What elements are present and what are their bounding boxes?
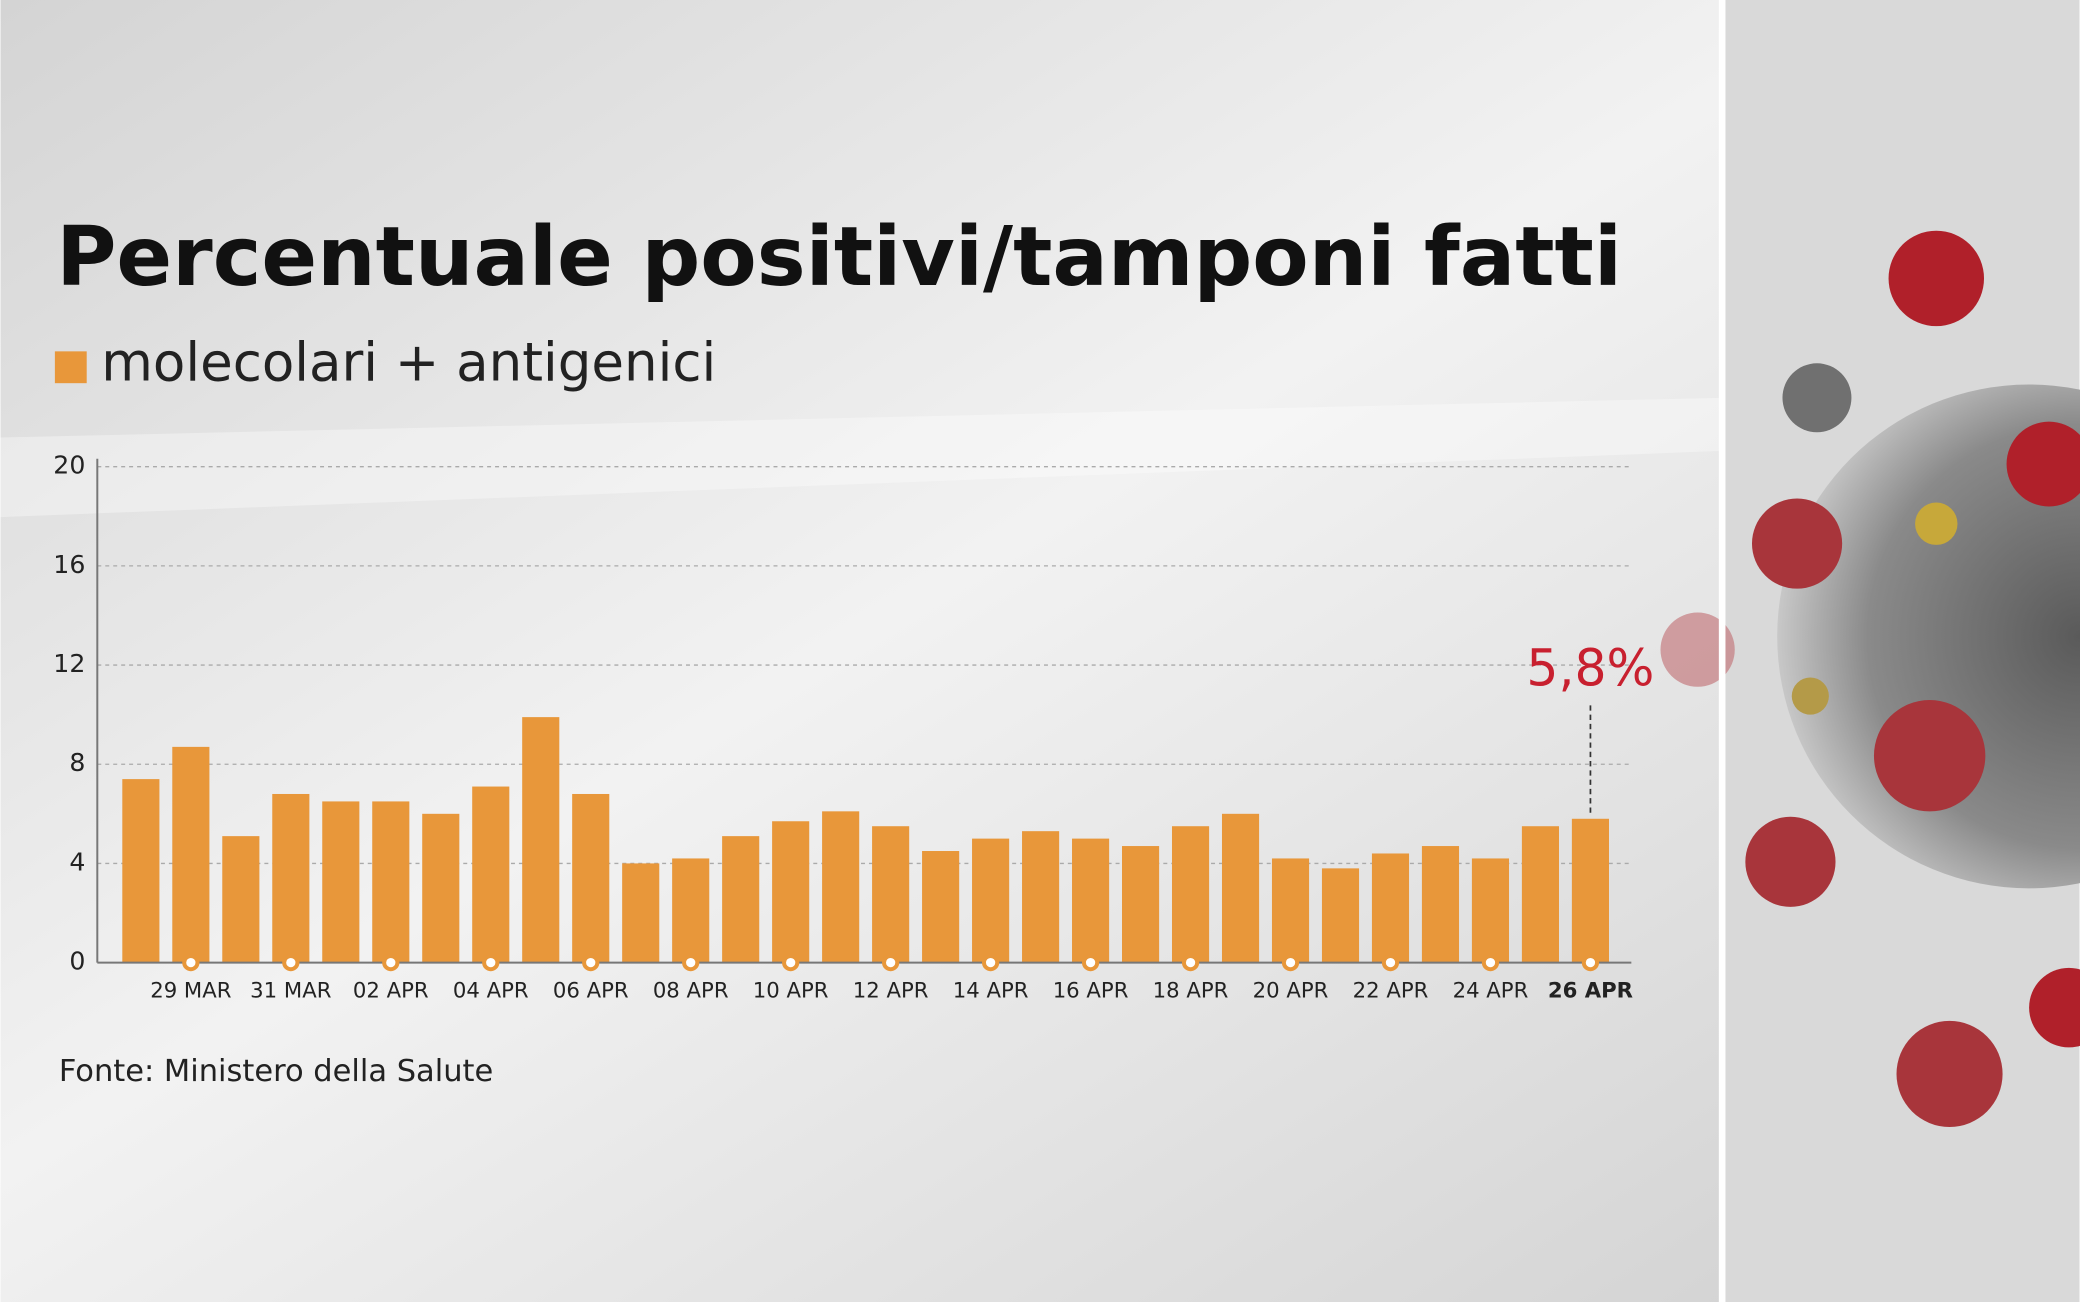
x-tick-label: 10 APR bbox=[753, 979, 829, 1004]
bar bbox=[172, 746, 210, 963]
tick-dot bbox=[882, 953, 900, 972]
tick-dot bbox=[1181, 953, 1200, 972]
tick-dot bbox=[782, 953, 800, 972]
x-tick-label: 20 APR bbox=[1253, 979, 1329, 1004]
bar bbox=[1471, 858, 1510, 963]
bar bbox=[1221, 813, 1260, 963]
bar bbox=[272, 793, 310, 963]
y-tick-label: 8 bbox=[69, 748, 85, 777]
tick-dot bbox=[682, 953, 700, 972]
tick-dot bbox=[1481, 953, 1500, 972]
bar bbox=[372, 801, 410, 963]
bar bbox=[1421, 846, 1460, 963]
bar bbox=[1072, 838, 1110, 963]
bar bbox=[1271, 858, 1310, 963]
bar bbox=[1371, 853, 1410, 963]
bar bbox=[872, 826, 910, 963]
bar bbox=[472, 786, 510, 963]
virus-illustration bbox=[1660, 0, 2080, 1302]
bar bbox=[1521, 826, 1560, 963]
bar bbox=[972, 838, 1010, 963]
x-tick-label: 26 APR bbox=[1548, 979, 1633, 1004]
bar bbox=[772, 821, 810, 963]
source: Fonte: Ministero della Salute bbox=[59, 1054, 493, 1089]
x-tick-label: 08 APR bbox=[653, 979, 729, 1004]
bar bbox=[722, 836, 760, 963]
x-tick-label: 16 APR bbox=[1053, 979, 1129, 1004]
x-tick-label: 02 APR bbox=[353, 979, 429, 1004]
tick-dot bbox=[1081, 953, 1100, 972]
chart-title: Percentuale positivi/tamponi fatti bbox=[56, 210, 1622, 305]
bar bbox=[422, 813, 460, 963]
x-tick-label: 06 APR bbox=[553, 979, 629, 1004]
value-label: 5,8% bbox=[1526, 639, 1654, 698]
tick-dot bbox=[482, 953, 500, 972]
bar bbox=[1321, 868, 1360, 963]
bar bbox=[572, 793, 610, 963]
tick-dot bbox=[382, 953, 400, 972]
tick-dot bbox=[182, 953, 200, 972]
tick-dot bbox=[1381, 953, 1400, 972]
divider bbox=[1718, 0, 1726, 1302]
y-tick-label: 0 bbox=[69, 947, 85, 976]
x-tick-label: 12 APR bbox=[853, 979, 929, 1004]
bar bbox=[1022, 831, 1060, 963]
bar bbox=[672, 858, 710, 963]
x-tick-label: 24 APR bbox=[1453, 979, 1529, 1004]
x-tick-label: 31 MAR bbox=[250, 979, 332, 1004]
x-tick-label: 18 APR bbox=[1153, 979, 1229, 1004]
x-tick-label: 14 APR bbox=[953, 979, 1029, 1004]
bar bbox=[1122, 846, 1160, 963]
legend-label: molecolari + antigenici bbox=[101, 332, 716, 394]
y-tick-label: 12 bbox=[53, 649, 85, 678]
y-tick-label: 20 bbox=[53, 451, 85, 480]
x-tick-label: 22 APR bbox=[1353, 979, 1429, 1004]
tick-dot bbox=[582, 953, 600, 972]
tick-dot bbox=[1581, 953, 1600, 972]
x-tick-label: 29 MAR bbox=[150, 979, 232, 1004]
bar bbox=[122, 779, 160, 963]
tick-dot bbox=[981, 953, 1000, 972]
y-tick-label: 16 bbox=[53, 550, 85, 579]
y-tick-label: 4 bbox=[69, 847, 85, 876]
bar bbox=[222, 836, 260, 963]
x-tick-label: 04 APR bbox=[453, 979, 529, 1004]
legend-swatch bbox=[54, 351, 87, 384]
bar bbox=[822, 811, 860, 963]
bar bbox=[1571, 818, 1609, 963]
bar bbox=[522, 717, 560, 963]
tick-dot bbox=[282, 953, 300, 972]
bar bbox=[1171, 826, 1210, 963]
tick-dot bbox=[1281, 953, 1300, 972]
bar bbox=[622, 863, 660, 963]
bar bbox=[922, 851, 960, 963]
bar bbox=[322, 801, 360, 963]
light-band bbox=[0, 397, 1725, 518]
